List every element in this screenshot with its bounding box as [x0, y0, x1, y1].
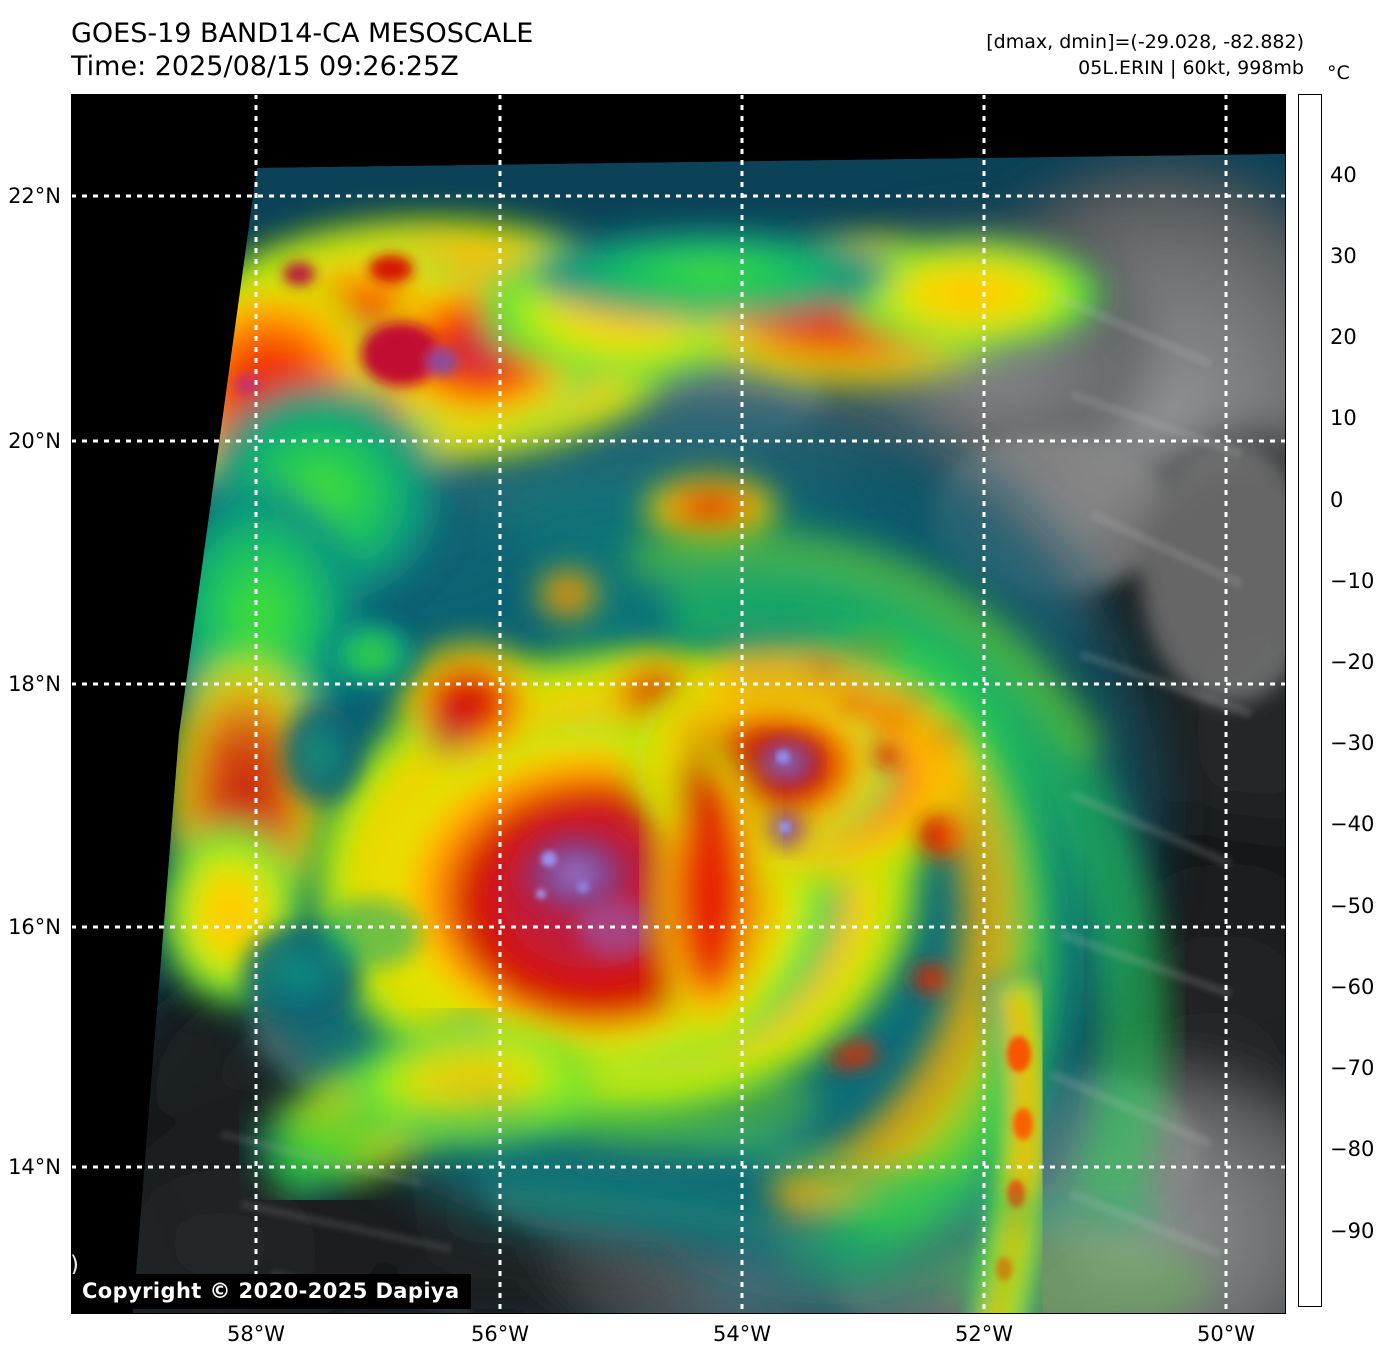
- copyright-watermark: Copyright © 2020-2025 Dapiya: [71, 1274, 471, 1309]
- ytick-label: 16°N: [8, 915, 61, 939]
- colorbar-tick: 0: [1330, 488, 1344, 512]
- colorbar-tick: 20: [1330, 325, 1357, 349]
- xtick-label: 56°W: [471, 1322, 529, 1346]
- xtick-label: 52°W: [955, 1322, 1013, 1346]
- stray-glyph: ): [70, 1252, 79, 1278]
- colorbar-tick: 10: [1330, 406, 1357, 430]
- page-title: GOES-19 BAND14-CA MESOSCALE Time: 2025/0…: [71, 18, 533, 84]
- temperature-colorbar[interactable]: [1298, 94, 1322, 1307]
- dmax-dmin-readout: [dmax, dmin]=(-29.028, -82.882): [986, 31, 1304, 53]
- colorbar-tick: −20: [1330, 650, 1375, 674]
- ytick-label: 18°N: [8, 672, 61, 696]
- colorbar-tick: −10: [1330, 569, 1375, 593]
- ytick-label: 14°N: [8, 1155, 61, 1179]
- colorbar-unit-label: °C: [1327, 62, 1350, 84]
- ytick-label: 22°N: [8, 184, 61, 208]
- xtick-label: 58°W: [227, 1322, 285, 1346]
- metadata-block: [dmax, dmin]=(-29.028, -82.882) 05L.ERIN…: [986, 30, 1304, 81]
- colorbar-tick: −80: [1330, 1137, 1375, 1161]
- colorbar-tick: −30: [1330, 731, 1375, 755]
- satellite-image-plot[interactable]: [71, 94, 1286, 1314]
- colorbar-tick: −50: [1330, 894, 1375, 918]
- colorbar-tick: 30: [1330, 244, 1357, 268]
- ytick-label: 20°N: [8, 429, 61, 453]
- colorbar-tick: 40: [1330, 163, 1357, 187]
- xtick-label: 50°W: [1197, 1322, 1255, 1346]
- product-title: GOES-19 BAND14-CA MESOSCALE: [71, 18, 534, 49]
- colorbar-tick: −90: [1330, 1219, 1375, 1243]
- colorbar-tick: −70: [1330, 1056, 1375, 1080]
- colorbar-tick: −60: [1330, 975, 1375, 999]
- xtick-label: 54°W: [713, 1322, 771, 1346]
- infrared-brightness-temperature-raster: [71, 94, 1286, 1314]
- colorbar-tick: −40: [1330, 812, 1375, 836]
- observation-time: Time: 2025/08/15 09:26:25Z: [71, 50, 459, 82]
- storm-info-readout: 05L.ERIN | 60kt, 998mb: [1078, 56, 1304, 79]
- lat-lon-gridlines: [71, 94, 1286, 1314]
